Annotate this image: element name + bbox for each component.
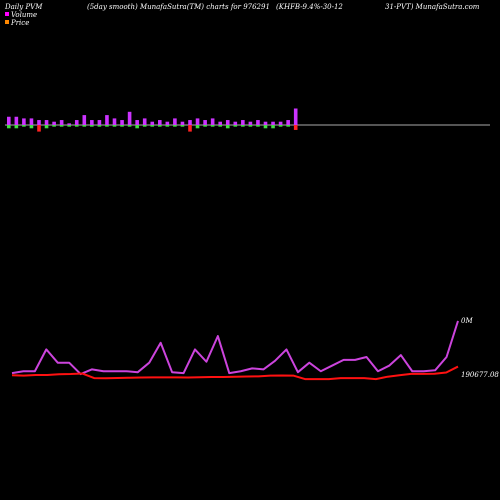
- volume-bar: [263, 121, 268, 125]
- down-bar: [248, 125, 253, 127]
- volume-bar: [165, 121, 170, 125]
- price-line-end-label: 190677.08: [461, 371, 499, 379]
- volume-line: [11, 320, 459, 376]
- down-bar: [218, 125, 222, 127]
- volume-bar: [90, 120, 94, 125]
- volume-bar: [67, 123, 71, 125]
- volume-bar: [7, 116, 11, 125]
- down-bar: [135, 125, 139, 129]
- down-bar: [14, 125, 19, 129]
- volume-bar: [271, 121, 275, 125]
- down-bar: [112, 125, 117, 127]
- down-bar: [195, 125, 200, 129]
- down-bar: [241, 125, 245, 127]
- volume-bar: [278, 121, 283, 125]
- legend-volume-label: Volume: [11, 11, 37, 19]
- down-bar: [256, 125, 260, 127]
- down-bar: [44, 125, 49, 129]
- down-bar: [158, 125, 162, 127]
- down-bar: [7, 125, 11, 129]
- down-bar: [97, 125, 102, 127]
- volume-bar: [29, 118, 34, 125]
- down-bar: [188, 125, 192, 132]
- volume-bar: [127, 111, 132, 125]
- volume-bar: [142, 118, 147, 125]
- volume-bar: [120, 120, 124, 125]
- volume-bar: [233, 121, 238, 125]
- volume-bar: [112, 118, 117, 125]
- volume-bar: [44, 120, 49, 125]
- volume-bar: [158, 120, 162, 125]
- volume-bar: [74, 120, 79, 125]
- volume-bar: [241, 120, 245, 125]
- down-bar: [150, 125, 155, 127]
- down-bar: [90, 125, 94, 127]
- volume-bar: [203, 120, 207, 125]
- volume-bar: [293, 108, 298, 125]
- down-bar: [293, 125, 298, 130]
- down-bar: [271, 125, 275, 129]
- down-bar: [210, 125, 215, 127]
- down-bar: [74, 125, 79, 127]
- down-bar: [233, 125, 238, 127]
- volume-bar: [256, 120, 260, 125]
- down-bar: [22, 125, 26, 127]
- volume-bar: [225, 120, 230, 125]
- down-bar: [105, 125, 109, 127]
- volume-bar: [22, 118, 26, 125]
- legend-price-label: Price: [10, 19, 29, 27]
- volume-bars: [7, 108, 298, 132]
- down-bar: [278, 125, 283, 127]
- header-right-b: 31-PVT) MunafaSutra.com: [385, 3, 480, 11]
- volume-bar: [52, 121, 56, 125]
- volume-bar: [248, 121, 253, 125]
- down-bar: [67, 125, 71, 127]
- down-bar: [82, 125, 87, 127]
- volume-bar: [195, 118, 200, 125]
- volume-bar: [82, 115, 87, 125]
- volume-bar: [180, 121, 185, 125]
- down-bar: [173, 125, 177, 127]
- header-right-a: (KHFB-9.4%-30-12: [276, 3, 343, 11]
- down-bar: [127, 125, 132, 127]
- volume-bar: [97, 120, 102, 125]
- volume-bar: [14, 116, 19, 125]
- volume-bar: [105, 115, 109, 125]
- down-bar: [52, 125, 56, 127]
- down-bar: [203, 125, 207, 127]
- header-left: Daily PVM: [4, 3, 43, 11]
- down-bar: [180, 125, 185, 127]
- down-bar: [225, 125, 230, 129]
- legend-price-swatch: [5, 20, 9, 24]
- volume-bar: [188, 120, 192, 125]
- down-bar: [59, 125, 64, 127]
- legend-volume-swatch: [5, 12, 9, 16]
- volume-bar: [210, 118, 215, 125]
- down-bar: [29, 125, 34, 129]
- down-bar: [37, 125, 41, 132]
- down-bar: [286, 125, 290, 127]
- volume-bar: [218, 121, 222, 125]
- down-bar: [165, 125, 170, 127]
- header-center: (5day smooth) MunafaSutra(TM) charts for…: [87, 3, 270, 11]
- volume-bar: [150, 121, 155, 125]
- volume-bar: [37, 120, 41, 125]
- down-bar: [263, 125, 268, 129]
- volume-line-end-label: 0M: [461, 317, 473, 325]
- volume-bar: [173, 118, 177, 125]
- down-bar: [120, 125, 124, 127]
- volume-bar: [135, 120, 139, 125]
- price-line: [11, 365, 459, 381]
- down-bar: [142, 125, 147, 127]
- line-series: [11, 320, 459, 381]
- volume-bar: [286, 120, 290, 125]
- volume-bar: [59, 120, 64, 125]
